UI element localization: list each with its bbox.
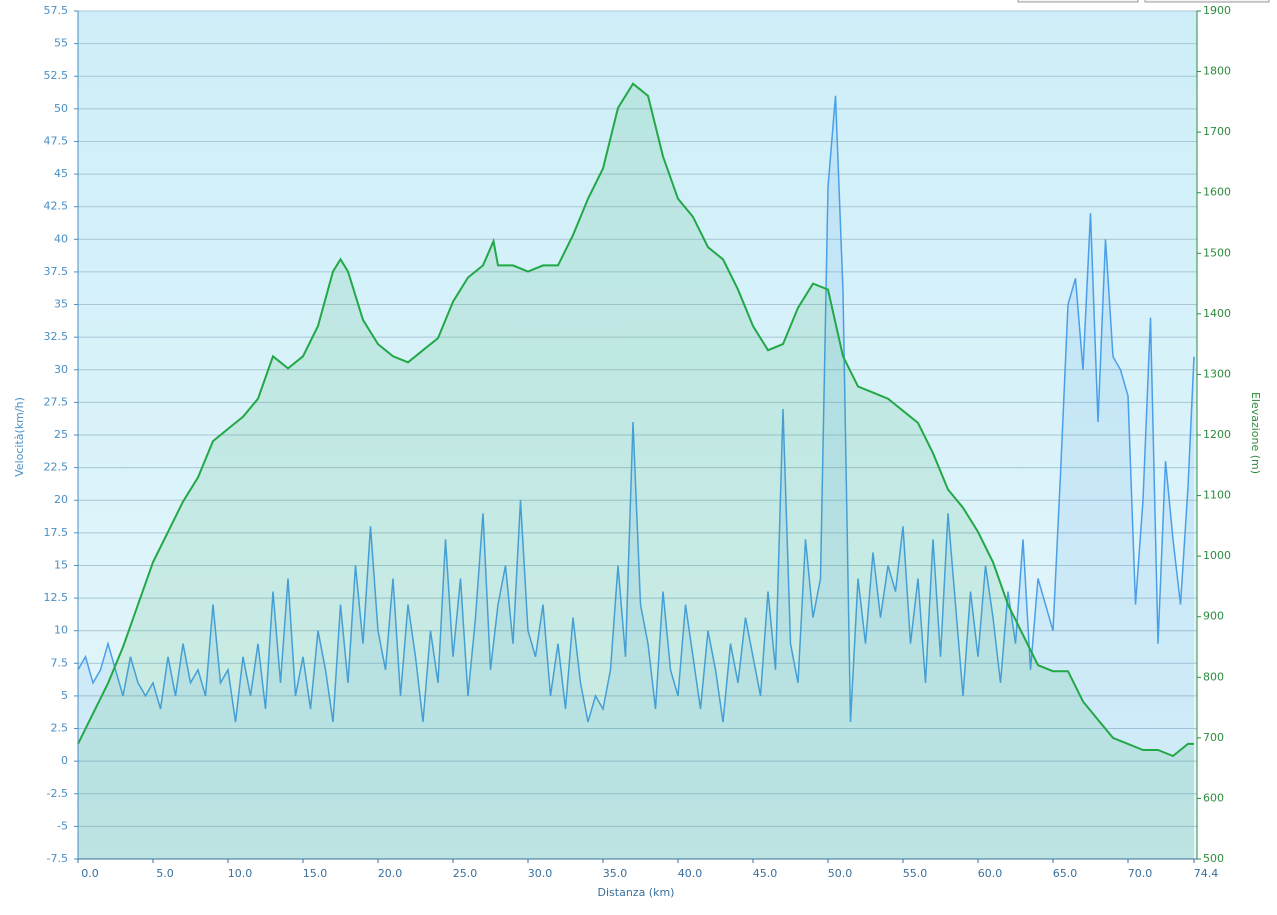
- y-tick-label: 17.5: [44, 526, 69, 539]
- y-tick-label: 27.5: [44, 395, 69, 408]
- y2-tick-label: 1900: [1203, 4, 1231, 17]
- y2-tick-label: 1600: [1203, 186, 1231, 199]
- series-area: [78, 95, 1194, 860]
- y-tick-label: 2.5: [51, 722, 69, 735]
- x-tick-label: 74.4: [1194, 867, 1219, 880]
- x-tick-label: 35.0: [603, 867, 628, 880]
- y2-tick-label: 1800: [1203, 65, 1231, 78]
- y-tick-label: 20: [54, 493, 68, 506]
- series-line: [77, 95, 1195, 723]
- y-tick-label: 25: [54, 428, 68, 441]
- series-line: [77, 82, 1194, 758]
- x-axis-title: Distanza (km): [598, 886, 675, 899]
- y2-tick-label: 1400: [1203, 307, 1231, 320]
- y-tick-label: -5: [57, 819, 68, 832]
- y2-tick-label: 1300: [1203, 367, 1231, 380]
- y-tick-label: 0: [61, 754, 68, 767]
- y2-tick-label: 900: [1203, 610, 1224, 623]
- y-tick-label: 5: [61, 689, 68, 702]
- y-tick-label: 7.5: [51, 656, 69, 669]
- y2-tick-label: 1000: [1203, 549, 1231, 562]
- x-tick-label: 25.0: [453, 867, 478, 880]
- y-tick-label: 57.5: [44, 4, 69, 17]
- x-tick-label: 40.0: [678, 867, 703, 880]
- y2-tick-label: 600: [1203, 791, 1224, 804]
- y-tick-label: 37.5: [44, 265, 69, 278]
- x-tick-label: 15.0: [303, 867, 328, 880]
- y2-tick-label: 1500: [1203, 246, 1231, 259]
- y-tick-label: 12.5: [44, 591, 69, 604]
- y2-tick-label: 800: [1203, 670, 1224, 683]
- y-tick-label: -7.5: [47, 852, 68, 865]
- y-tick-label: 52.5: [44, 69, 69, 82]
- x-tick-label: 60.0: [978, 867, 1003, 880]
- y-tick-label: 42.5: [44, 200, 69, 213]
- y2-tick-label: 1700: [1203, 125, 1231, 138]
- y2-tick-label: 1100: [1203, 489, 1231, 502]
- series-area: [78, 83, 1194, 859]
- y-tick-label: 45: [54, 167, 68, 180]
- y-tick-label: 32.5: [44, 330, 69, 343]
- y2-axis-title: Elevazione (m): [1249, 392, 1262, 474]
- button[interactable]: [1017, 0, 1139, 3]
- y-tick-label: 55: [54, 37, 68, 50]
- x-tick-label: 65.0: [1053, 867, 1078, 880]
- y2-tick-label: 700: [1203, 731, 1224, 744]
- x-tick-label: 50.0: [828, 867, 853, 880]
- y-tick-label: 15: [54, 558, 68, 571]
- x-tick-label: 30.0: [528, 867, 553, 880]
- x-tick-label: 10.0: [228, 867, 253, 880]
- x-tick-label: 20.0: [378, 867, 403, 880]
- y-tick-label: 22.5: [44, 461, 69, 474]
- y-tick-label: 47.5: [44, 134, 69, 147]
- y-tick-label: 35: [54, 298, 68, 311]
- y2-tick-label: 500: [1203, 852, 1224, 865]
- x-tick-label: 45.0: [753, 867, 778, 880]
- y2-tick-label: 1200: [1203, 428, 1231, 441]
- y-tick-label: 30: [54, 363, 68, 376]
- y-axis-title: Velocità(km/h): [13, 397, 26, 477]
- y-tick-label: 10: [54, 624, 68, 637]
- y-tick-label: 40: [54, 232, 68, 245]
- x-tick-label: 5.0: [156, 867, 174, 880]
- x-tick-label: 0.0: [81, 867, 99, 880]
- button[interactable]: [1144, 0, 1270, 3]
- x-tick-label: 55.0: [903, 867, 928, 880]
- x-tick-label: 70.0: [1128, 867, 1153, 880]
- y-tick-label: -2.5: [47, 787, 68, 800]
- y-tick-label: 50: [54, 102, 68, 115]
